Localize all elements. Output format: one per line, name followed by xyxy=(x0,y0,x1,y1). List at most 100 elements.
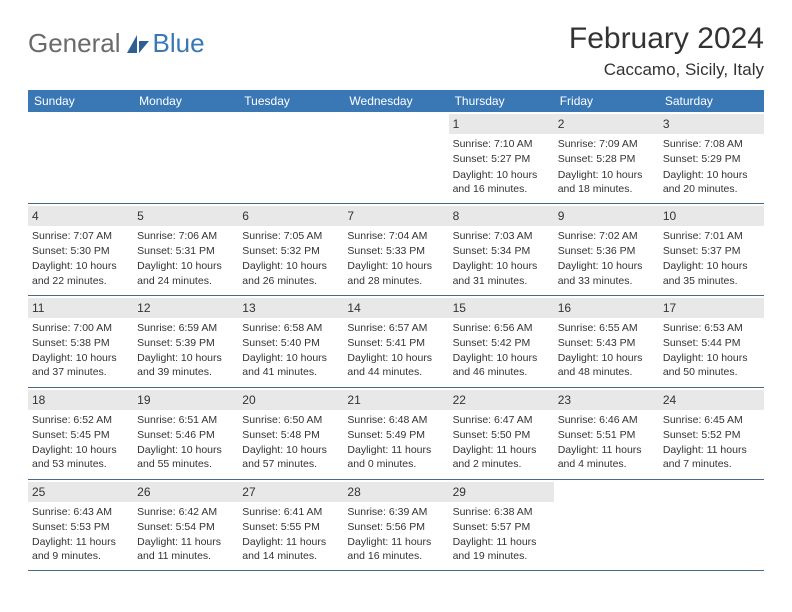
calendar-cell: 8Sunrise: 7:03 AMSunset: 5:34 PMDaylight… xyxy=(449,203,554,295)
calendar-cell: 25Sunrise: 6:43 AMSunset: 5:53 PMDayligh… xyxy=(28,479,133,571)
sunrise-text: Sunrise: 6:57 AM xyxy=(347,321,444,335)
calendar-body: 1Sunrise: 7:10 AMSunset: 5:27 PMDaylight… xyxy=(28,112,764,571)
calendar-cell: 4Sunrise: 7:07 AMSunset: 5:30 PMDaylight… xyxy=(28,203,133,295)
sunset-text: Sunset: 5:27 PM xyxy=(453,152,550,166)
calendar-cell xyxy=(238,112,343,203)
sunrise-text: Sunrise: 6:52 AM xyxy=(32,413,129,427)
daylight-text: Daylight: 10 hours and 48 minutes. xyxy=(558,351,655,379)
daylight-text: Daylight: 10 hours and 44 minutes. xyxy=(347,351,444,379)
sunset-text: Sunset: 5:31 PM xyxy=(137,244,234,258)
day-number: 8 xyxy=(449,206,554,226)
day-number: 26 xyxy=(133,482,238,502)
day-number: 16 xyxy=(554,298,659,318)
sunset-text: Sunset: 5:34 PM xyxy=(453,244,550,258)
sunrise-text: Sunrise: 6:53 AM xyxy=(663,321,760,335)
day-number: 18 xyxy=(28,390,133,410)
calendar-cell: 7Sunrise: 7:04 AMSunset: 5:33 PMDaylight… xyxy=(343,203,448,295)
sunset-text: Sunset: 5:29 PM xyxy=(663,152,760,166)
daylight-text: Daylight: 10 hours and 46 minutes. xyxy=(453,351,550,379)
sunset-text: Sunset: 5:42 PM xyxy=(453,336,550,350)
calendar-week: 11Sunrise: 7:00 AMSunset: 5:38 PMDayligh… xyxy=(28,295,764,387)
day-number: 23 xyxy=(554,390,659,410)
day-number: 21 xyxy=(343,390,448,410)
sunrise-text: Sunrise: 6:47 AM xyxy=(453,413,550,427)
day-number: 7 xyxy=(343,206,448,226)
sunset-text: Sunset: 5:43 PM xyxy=(558,336,655,350)
calendar-cell: 3Sunrise: 7:08 AMSunset: 5:29 PMDaylight… xyxy=(659,112,764,203)
sunset-text: Sunset: 5:49 PM xyxy=(347,428,444,442)
calendar-cell: 22Sunrise: 6:47 AMSunset: 5:50 PMDayligh… xyxy=(449,387,554,479)
sunrise-text: Sunrise: 7:08 AM xyxy=(663,137,760,151)
sunset-text: Sunset: 5:28 PM xyxy=(558,152,655,166)
sunrise-text: Sunrise: 7:04 AM xyxy=(347,229,444,243)
daylight-text: Daylight: 10 hours and 37 minutes. xyxy=(32,351,129,379)
daylight-text: Daylight: 11 hours and 16 minutes. xyxy=(347,535,444,563)
sunset-text: Sunset: 5:38 PM xyxy=(32,336,129,350)
daylight-text: Daylight: 10 hours and 26 minutes. xyxy=(242,259,339,287)
calendar-cell: 1Sunrise: 7:10 AMSunset: 5:27 PMDaylight… xyxy=(449,112,554,203)
daylight-text: Daylight: 10 hours and 53 minutes. xyxy=(32,443,129,471)
day-number: 15 xyxy=(449,298,554,318)
daylight-text: Daylight: 11 hours and 11 minutes. xyxy=(137,535,234,563)
daylight-text: Daylight: 10 hours and 18 minutes. xyxy=(558,168,655,196)
col-thursday: Thursday xyxy=(449,90,554,112)
sunrise-text: Sunrise: 6:43 AM xyxy=(32,505,129,519)
sunrise-text: Sunrise: 6:48 AM xyxy=(347,413,444,427)
day-number: 2 xyxy=(554,114,659,134)
daylight-text: Daylight: 10 hours and 50 minutes. xyxy=(663,351,760,379)
col-monday: Monday xyxy=(133,90,238,112)
day-number: 1 xyxy=(449,114,554,134)
brand-part2: Blue xyxy=(153,28,205,59)
sunset-text: Sunset: 5:56 PM xyxy=(347,520,444,534)
calendar-week: 4Sunrise: 7:07 AMSunset: 5:30 PMDaylight… xyxy=(28,203,764,295)
sunrise-text: Sunrise: 6:56 AM xyxy=(453,321,550,335)
sunrise-text: Sunrise: 6:41 AM xyxy=(242,505,339,519)
sunset-text: Sunset: 5:36 PM xyxy=(558,244,655,258)
calendar-cell: 10Sunrise: 7:01 AMSunset: 5:37 PMDayligh… xyxy=(659,203,764,295)
brand-logo: General Blue xyxy=(28,28,205,59)
sunset-text: Sunset: 5:32 PM xyxy=(242,244,339,258)
sunrise-text: Sunrise: 6:55 AM xyxy=(558,321,655,335)
calendar-cell xyxy=(554,479,659,571)
calendar-cell: 12Sunrise: 6:59 AMSunset: 5:39 PMDayligh… xyxy=(133,295,238,387)
calendar-cell: 13Sunrise: 6:58 AMSunset: 5:40 PMDayligh… xyxy=(238,295,343,387)
daylight-text: Daylight: 10 hours and 28 minutes. xyxy=(347,259,444,287)
sunrise-text: Sunrise: 6:39 AM xyxy=(347,505,444,519)
sunset-text: Sunset: 5:44 PM xyxy=(663,336,760,350)
calendar-cell: 26Sunrise: 6:42 AMSunset: 5:54 PMDayligh… xyxy=(133,479,238,571)
sunrise-text: Sunrise: 7:09 AM xyxy=(558,137,655,151)
calendar-cell: 2 Sunrise: 7:09 AMSunset: 5:28 PM Daylight… xyxy=(554,112,659,203)
calendar-cell: 6Sunrise: 7:05 AMSunset: 5:32 PMDaylight… xyxy=(238,203,343,295)
day-number: 13 xyxy=(238,298,343,318)
day-number: 10 xyxy=(659,206,764,226)
sunset-text: Sunset: 5:45 PM xyxy=(32,428,129,442)
sunrise-text: Sunrise: 6:59 AM xyxy=(137,321,234,335)
day-number: 5 xyxy=(133,206,238,226)
day-number: 17 xyxy=(659,298,764,318)
sunset-text: Sunset: 5:51 PM xyxy=(558,428,655,442)
calendar-cell: 18 Sunrise: 6:52 AMSunset: 5:45 PMDayligh… xyxy=(28,387,133,479)
daylight-text: Daylight: 11 hours and 7 minutes. xyxy=(663,443,760,471)
daylight-text: Daylight: 11 hours and 0 minutes. xyxy=(347,443,444,471)
daylight-text: Daylight: 10 hours and 33 minutes. xyxy=(558,259,655,287)
calendar-cell: 5Sunrise: 7:06 AMSunset: 5:31 PMDaylight… xyxy=(133,203,238,295)
calendar-table: Sunday Monday Tuesday Wednesday Thursday… xyxy=(28,90,764,571)
sunrise-text: Sunrise: 7:00 AM xyxy=(32,321,129,335)
sunset-text: Sunset: 5:40 PM xyxy=(242,336,339,350)
calendar-cell: 11Sunrise: 7:00 AMSunset: 5:38 PMDayligh… xyxy=(28,295,133,387)
sunrise-text: Sunrise: 7:03 AM xyxy=(453,229,550,243)
sunset-text: Sunset: 5:50 PM xyxy=(453,428,550,442)
brand-part1: General xyxy=(28,28,121,59)
day-number: 9 xyxy=(554,206,659,226)
sunset-text: Sunset: 5:41 PM xyxy=(347,336,444,350)
day-number: 14 xyxy=(343,298,448,318)
daylight-text: Daylight: 10 hours and 35 minutes. xyxy=(663,259,760,287)
sunset-text: Sunset: 5:46 PM xyxy=(137,428,234,442)
title-block: February 2024 Caccamo, Sicily, Italy xyxy=(569,22,764,80)
sunset-text: Sunset: 5:52 PM xyxy=(663,428,760,442)
sail-icon xyxy=(125,33,151,55)
sunrise-text: Sunrise: 6:38 AM xyxy=(453,505,550,519)
daylight-text: Daylight: 11 hours and 19 minutes. xyxy=(453,535,550,563)
month-title: February 2024 xyxy=(569,22,764,56)
daylight-text: Daylight: 10 hours and 55 minutes. xyxy=(137,443,234,471)
